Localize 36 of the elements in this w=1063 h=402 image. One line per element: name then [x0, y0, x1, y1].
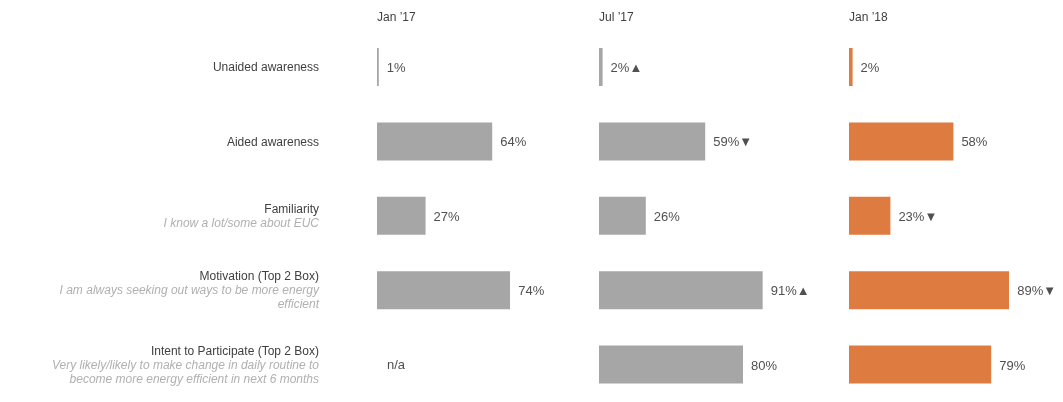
bar	[849, 271, 1010, 310]
bar	[599, 345, 743, 384]
data-label: 58%	[961, 134, 988, 150]
bar	[377, 196, 426, 235]
data-label: 89%▼	[1017, 283, 1057, 299]
data-label: 79%	[999, 357, 1026, 373]
y-tick-label: Intent to Participate (Top 2 Box) Very likely/likely to make change in daily routine to become more energy efficient in next 6 months	[51, 343, 320, 386]
text: n/a	[387, 356, 406, 372]
data-label: 27%	[433, 208, 461, 224]
bar	[377, 122, 493, 161]
bar	[849, 345, 992, 384]
data-label: 1%	[386, 60, 407, 75]
chart-title: Jan ’18	[849, 9, 889, 26]
y-tick-label: Motivation (Top 2 Box) I am always seeking out ways to be more energy efficient	[59, 269, 320, 312]
data-label: 91%▲	[770, 283, 810, 299]
data-label: 23%▼	[898, 208, 938, 224]
bar	[849, 196, 891, 235]
data-label: 2%	[860, 60, 880, 75]
y-tick-label: Familiarity I know a lot/some about EUC	[163, 202, 320, 230]
data-label: 2%▲	[610, 60, 643, 75]
data-label: 80%	[751, 357, 778, 373]
data-label: 74%	[518, 283, 545, 299]
data-label: 59%▼	[713, 134, 753, 150]
bar	[377, 271, 511, 310]
chart-title: Jan ’17	[376, 9, 417, 26]
data-label: 64%	[500, 134, 527, 150]
bar	[849, 48, 853, 86]
bar	[849, 122, 954, 161]
chart-title: Jul ’17	[599, 9, 635, 26]
bar	[599, 122, 706, 161]
bar	[599, 196, 646, 235]
y-tick-label: Unaided awareness	[212, 60, 319, 75]
y-tick-label: Aided awareness	[226, 134, 319, 149]
data-label: 26%	[653, 208, 681, 224]
bar	[599, 271, 763, 310]
bar	[599, 48, 603, 86]
